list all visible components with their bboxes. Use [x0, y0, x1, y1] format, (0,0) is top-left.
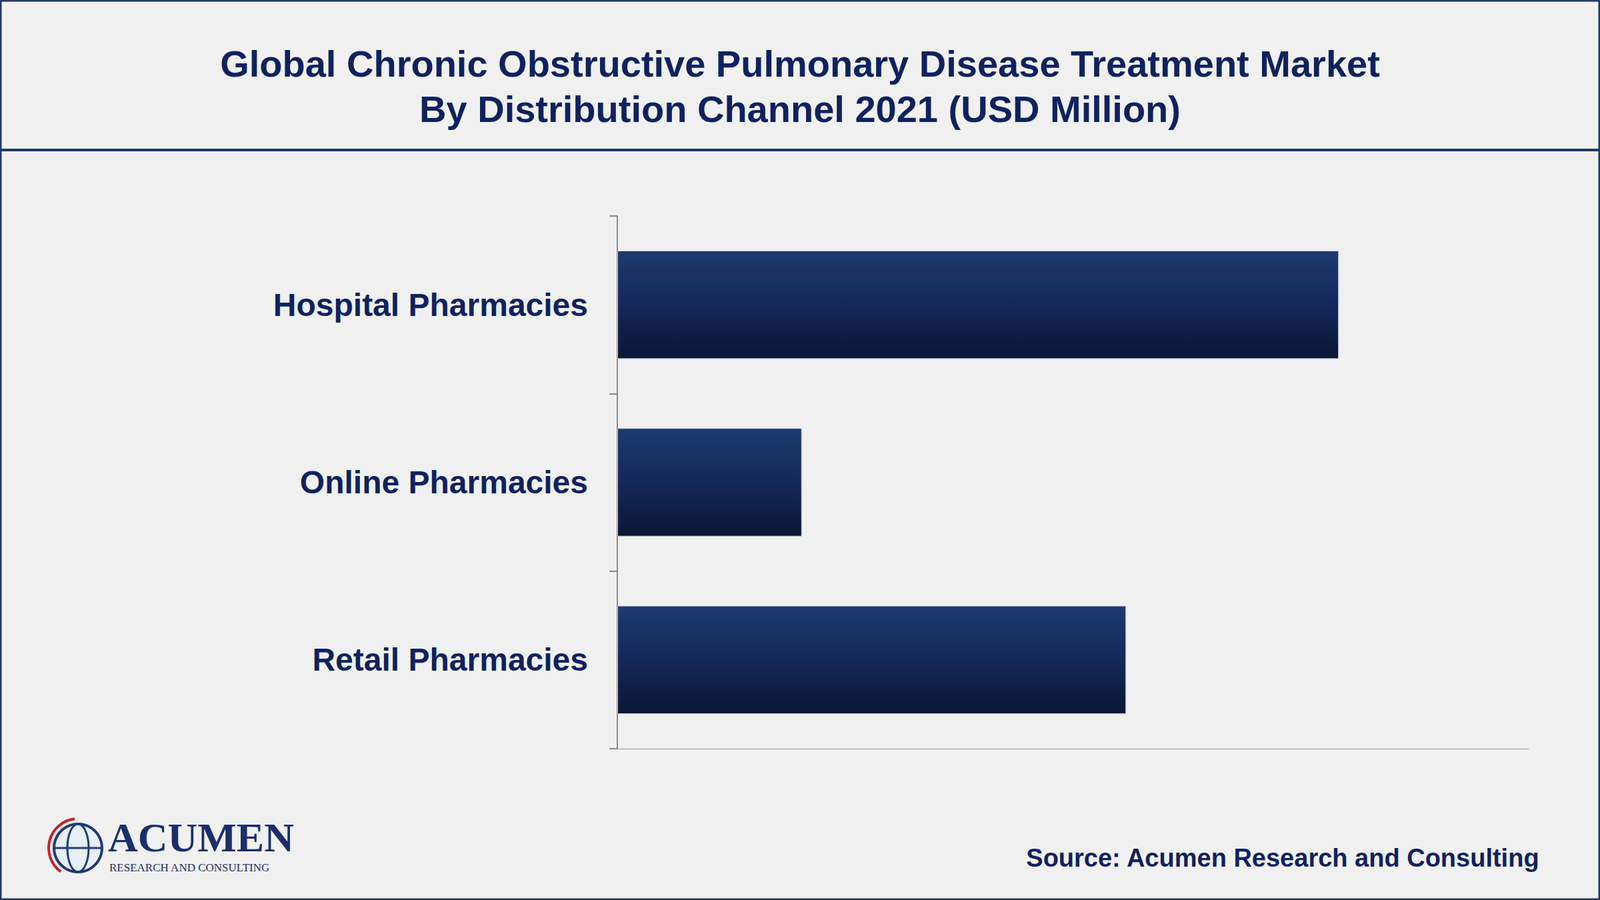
svg-text:Online Pharmacies: Online Pharmacies	[300, 464, 588, 500]
svg-text:Global Chronic Obstructive Pul: Global Chronic Obstructive Pulmonary Dis…	[220, 42, 1380, 85]
svg-text:By Distribution Channel 2021 (: By Distribution Channel 2021 (USD Millio…	[419, 88, 1181, 130]
svg-text:Retail Pharmacies: Retail Pharmacies	[312, 642, 588, 678]
svg-text:Source: Acumen Research and Co: Source: Acumen Research and Consulting	[1026, 844, 1539, 872]
svg-text:RESEARCH AND CONSULTING: RESEARCH AND CONSULTING	[109, 861, 270, 874]
svg-text:Hospital Pharmacies: Hospital Pharmacies	[273, 287, 588, 323]
svg-text:ACUMEN: ACUMEN	[108, 814, 294, 860]
